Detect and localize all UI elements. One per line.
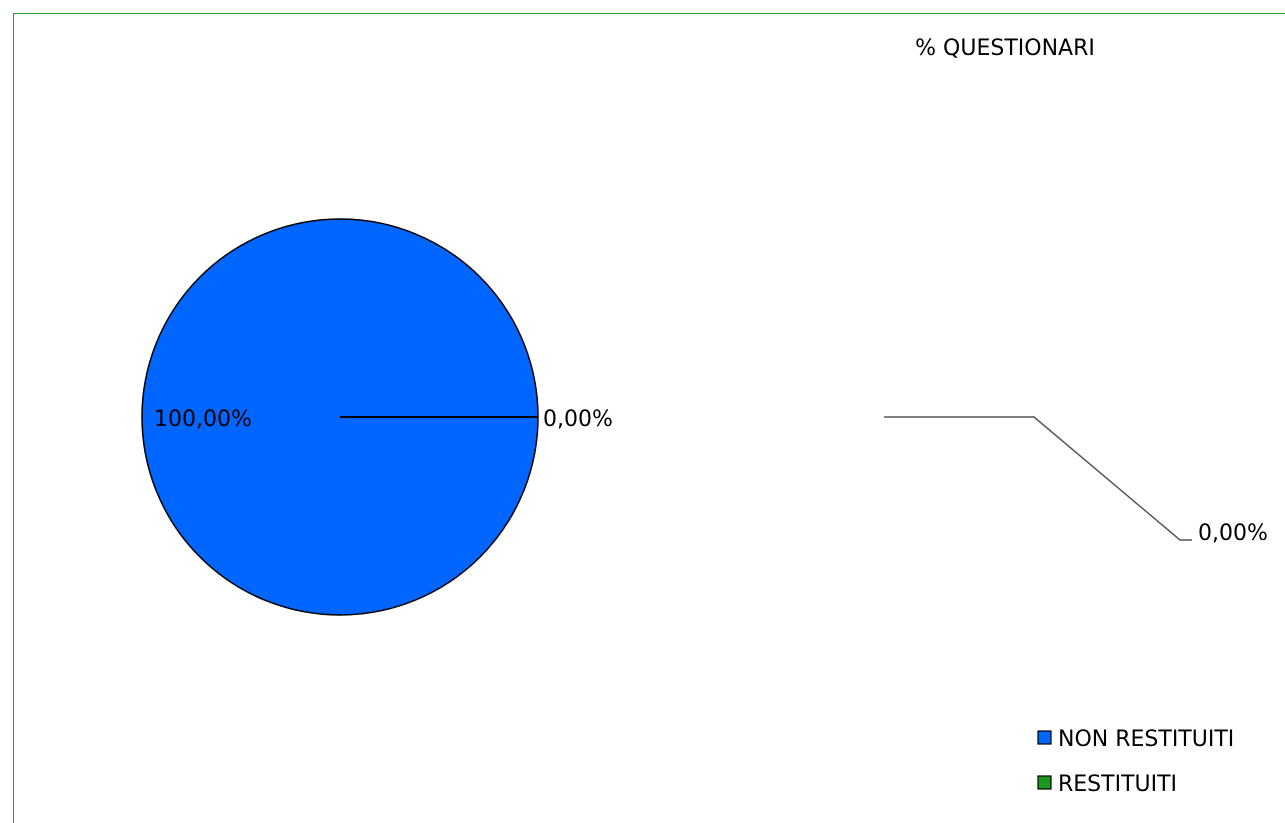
legend-label-restituiti: RESTITUITI [1058,772,1177,797]
chart-title: % QUESTIONARI [915,36,1095,61]
secondary-data-label: 0,00% [1198,521,1268,546]
legend-label-non-restituiti: NON RESTITUITI [1058,727,1234,752]
legend-item-restituiti: RESTITUITI [1037,772,1177,797]
legend: NON RESTITUITI RESTITUITI [1037,727,1234,797]
legend-item-non-restituiti: NON RESTITUITI [1037,727,1234,752]
legend-swatch-restituiti [1037,775,1052,790]
pie-group [141,218,539,616]
leader-line [884,416,1192,541]
data-label-non-restituiti: 100,00% [154,407,252,432]
legend-swatch-non-restituiti [1037,730,1052,745]
data-labels: 100,00% 0,00% 0,00% [154,407,1268,546]
data-label-restituiti: 0,00% [543,407,613,432]
